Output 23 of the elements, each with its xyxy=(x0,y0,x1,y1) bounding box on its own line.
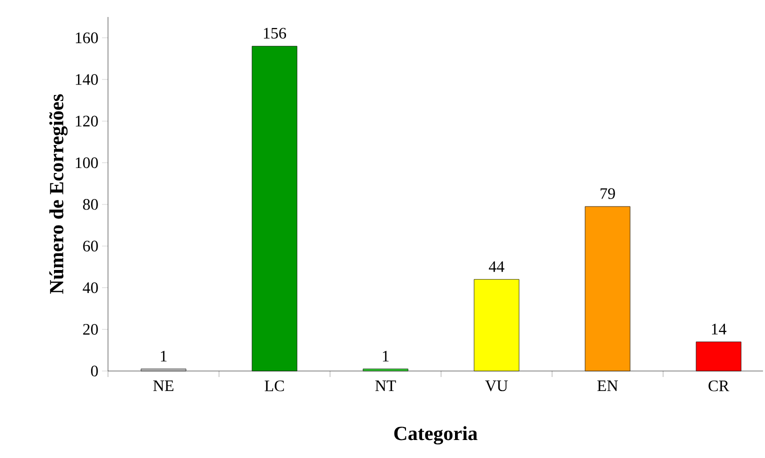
x-tick-label: VU xyxy=(485,380,508,392)
x-tick-label: LC xyxy=(264,380,284,392)
x-tick-label: EN xyxy=(597,380,618,392)
y-tick-label: 100 xyxy=(76,157,98,168)
x-axis-title: Categoria xyxy=(394,426,478,444)
y-tick-label: 140 xyxy=(76,74,98,85)
x-tick-label: NE xyxy=(153,380,174,392)
x-tick-label: NT xyxy=(375,380,396,392)
data-label: 156 xyxy=(264,28,286,39)
y-tick-label: 60 xyxy=(83,240,98,252)
y-axis-title: Número de Ecorregiões xyxy=(49,94,68,294)
y-tick-label: 20 xyxy=(83,324,98,335)
y-tick-label: 120 xyxy=(76,116,98,127)
y-tick-label: 160 xyxy=(76,32,98,44)
y-tick-label: 0 xyxy=(91,366,98,376)
data-label: 14 xyxy=(712,324,726,334)
data-label: 79 xyxy=(600,188,615,199)
data-label: 1 xyxy=(382,350,389,362)
y-tick-label: 40 xyxy=(82,282,98,294)
y-tick-label: 80 xyxy=(83,199,98,210)
data-label: 1 xyxy=(160,350,167,362)
x-tick-label: CR xyxy=(708,380,730,392)
data-label: 44 xyxy=(488,261,504,272)
